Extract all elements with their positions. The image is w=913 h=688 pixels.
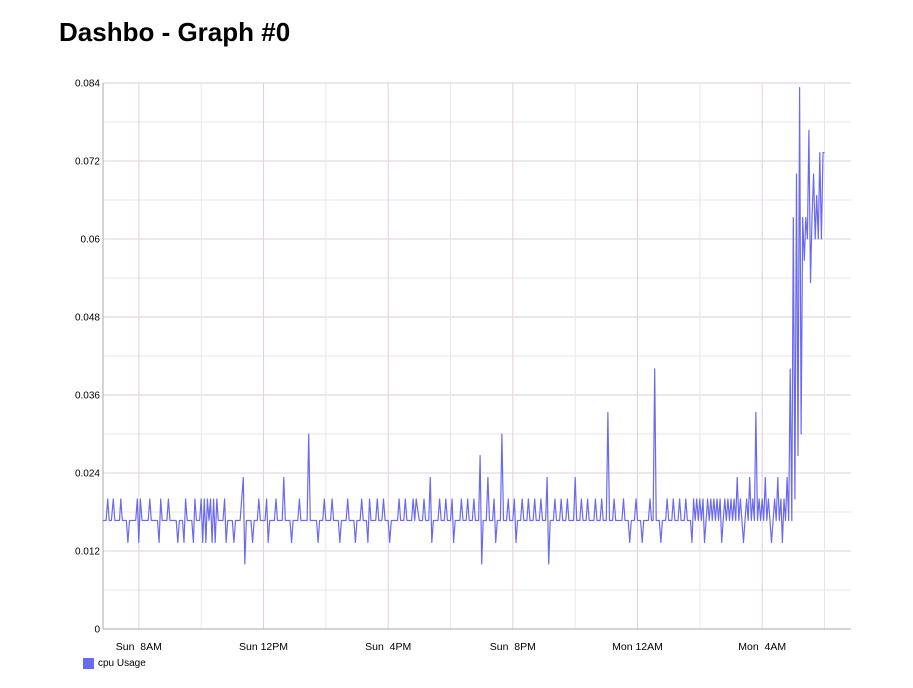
x-tick-label: Mon 4AM — [738, 641, 786, 653]
y-tick-label: 0.072 — [75, 157, 100, 168]
x-tick-label: Sun 8PM — [490, 641, 536, 653]
page-title: Dashbo - Graph #0 — [59, 17, 291, 47]
y-tick-label: 0 — [94, 625, 100, 636]
x-tick-label: Mon 12AM — [612, 641, 663, 653]
series-line-cpu-usage — [103, 87, 825, 565]
y-axis-tick-labels: 0 0.012 0.024 0.036 0.048 0.06 0.072 0.084 — [75, 79, 100, 636]
y-tick-label: 0.06 — [81, 235, 101, 246]
grid-lines — [103, 82, 851, 629]
y-tick-label: 0.036 — [75, 391, 100, 402]
y-tick-label: 0.084 — [75, 79, 100, 90]
legend-swatch-cpu-usage — [83, 658, 94, 669]
x-tick-label: Sun 8AM — [116, 641, 162, 653]
x-axis-tick-labels: Sun 8AM Sun 12PM Sun 4PM Sun 8PM Mon 12AM Mon… — [116, 641, 786, 653]
series-layer — [103, 87, 825, 565]
y-tick-label: 0.048 — [75, 313, 100, 324]
axes — [102, 83, 851, 630]
legend-label-cpu-usage: cpu Usage — [98, 658, 146, 669]
y-tick-label: 0.012 — [75, 547, 100, 558]
legend: cpu Usage — [83, 658, 146, 669]
x-tick-label: Sun 12PM — [239, 641, 288, 653]
x-tick-label: Sun 4PM — [365, 641, 411, 653]
y-tick-label: 0.024 — [75, 469, 100, 480]
